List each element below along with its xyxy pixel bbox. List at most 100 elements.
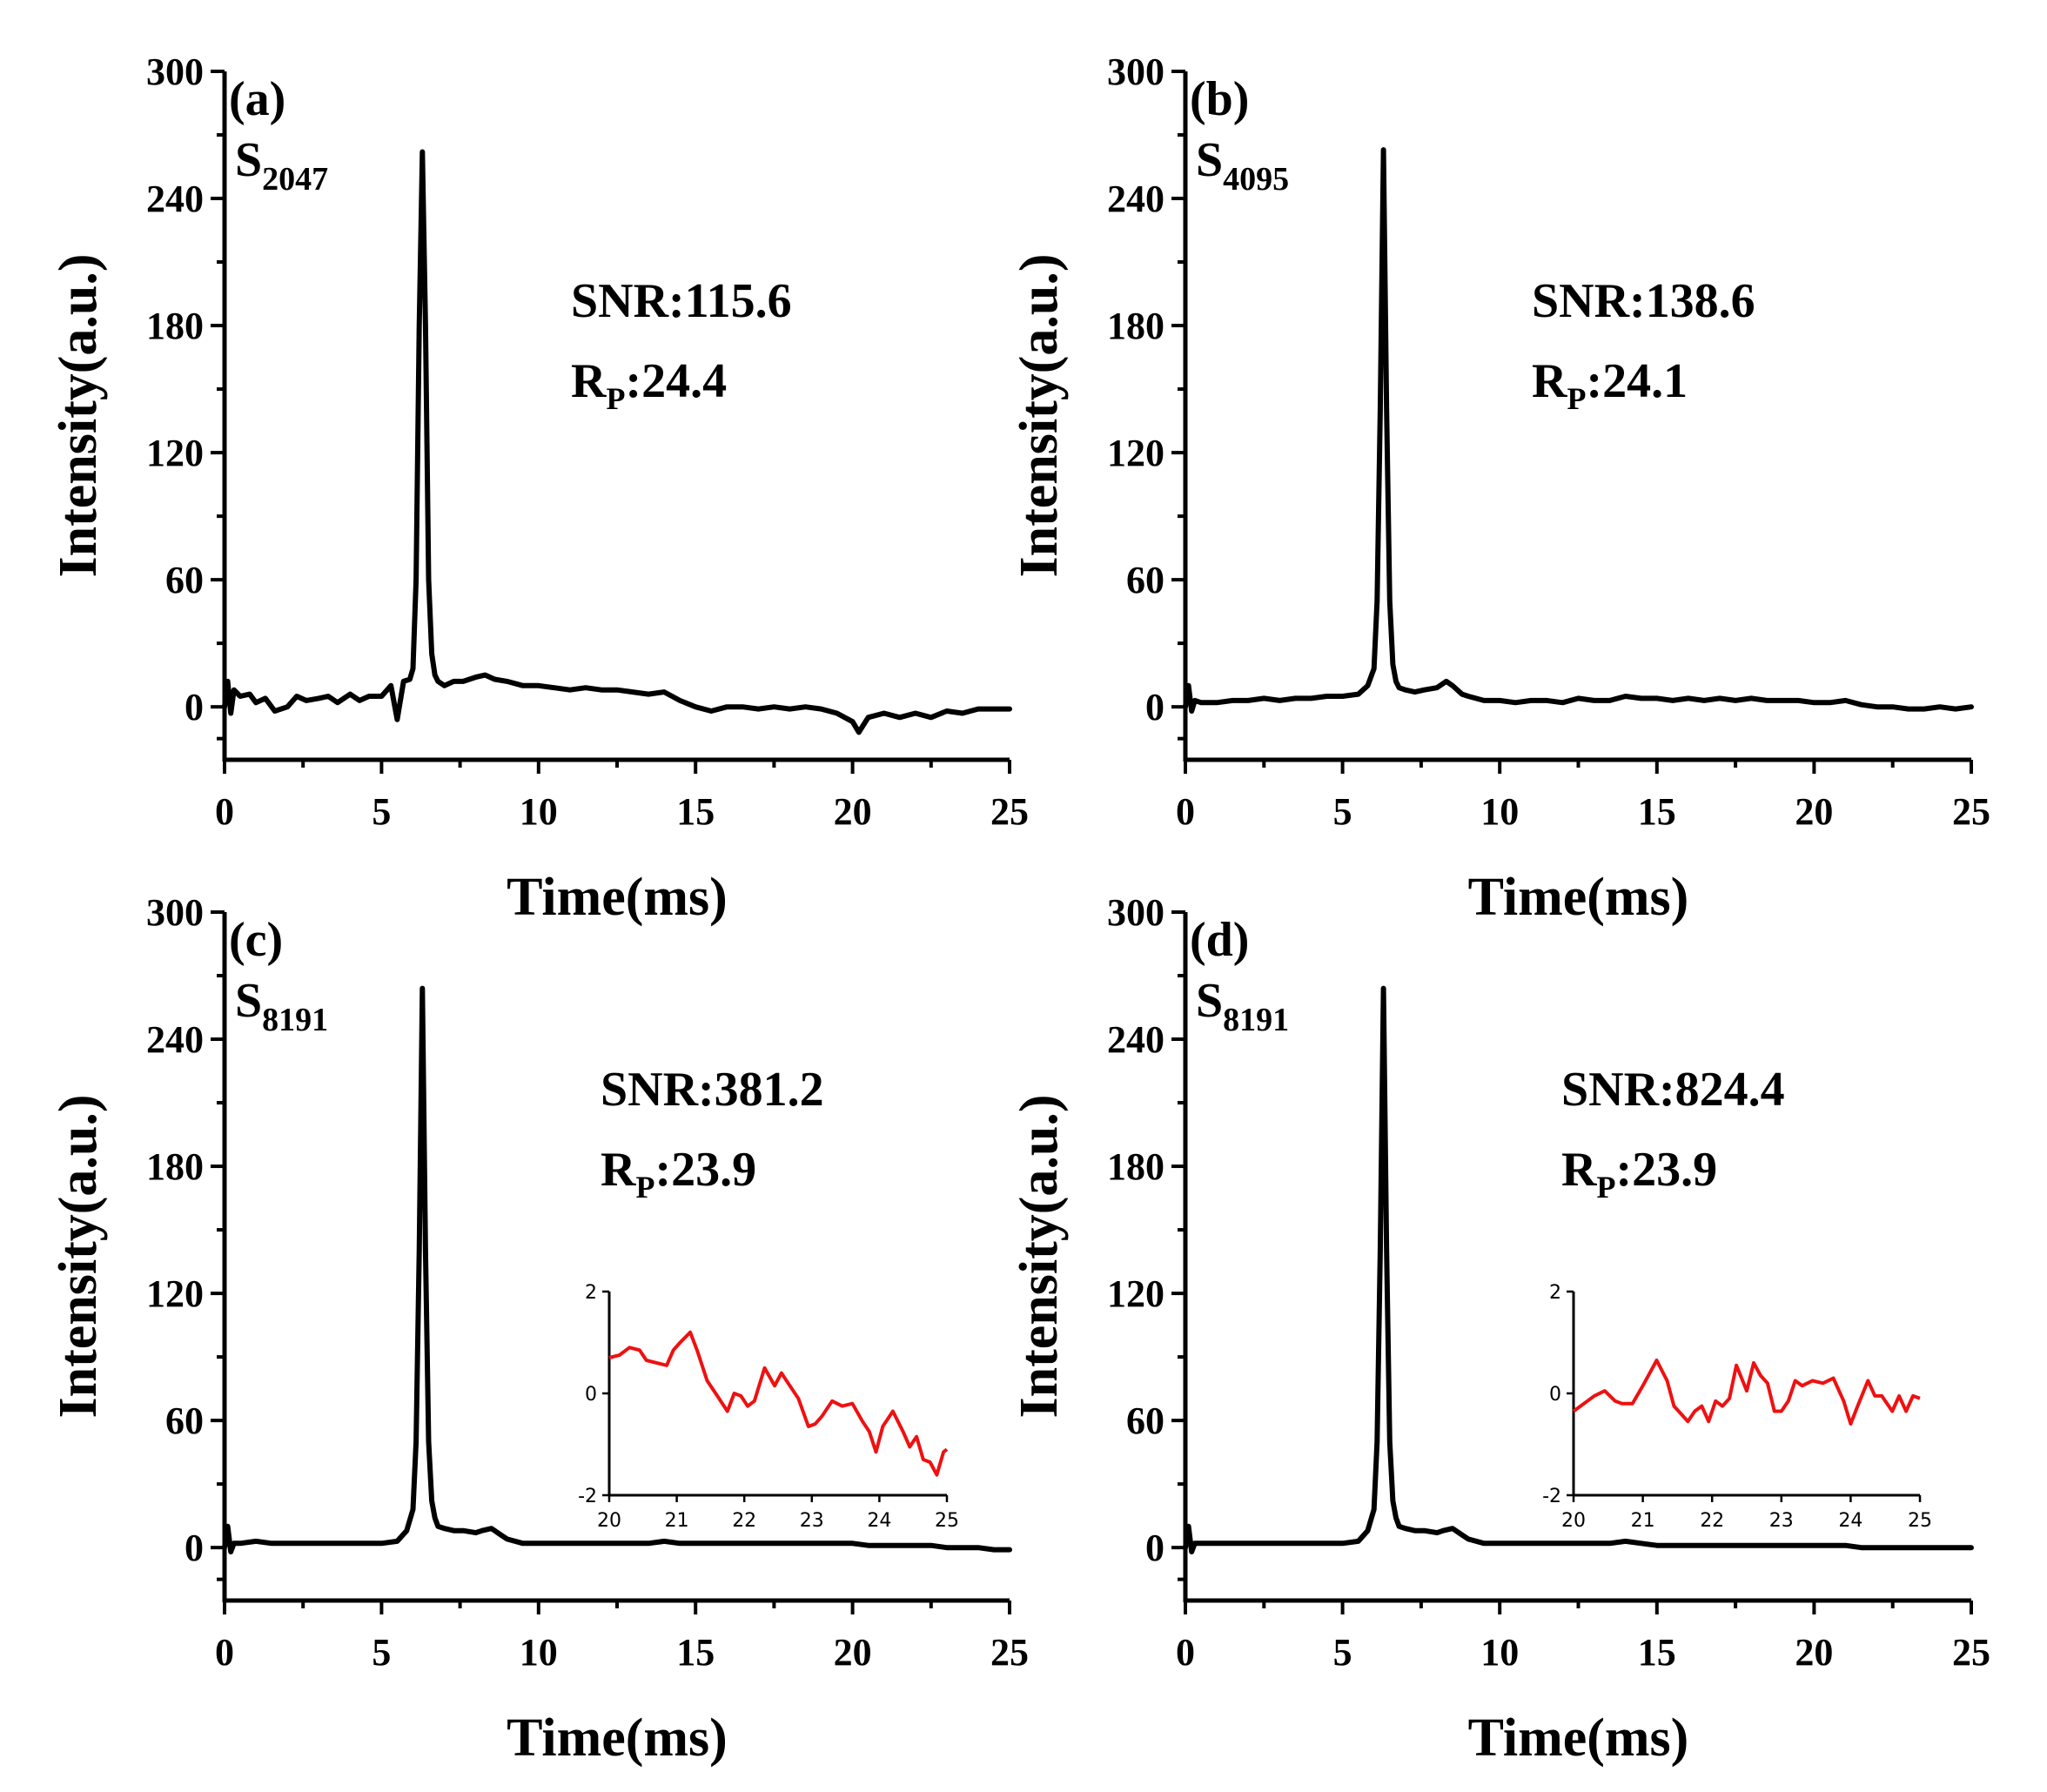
- intensity-series-line: [1183, 985, 1974, 1554]
- y-tick-label: 120: [1107, 1272, 1164, 1315]
- y-axis-label: Intensity(a.u.): [49, 1094, 108, 1418]
- x-tick-label: 15: [676, 790, 715, 833]
- sequence-label: S8191: [235, 974, 328, 1038]
- y-tick-label: 180: [1107, 305, 1164, 347]
- x-tick-label: 0: [215, 1631, 234, 1674]
- snr-annotation: SNR:138.6: [1532, 274, 1755, 328]
- x-axis-label: Time(ms): [507, 868, 728, 927]
- x-tick-label: 20: [1795, 790, 1833, 833]
- rp-subscript: P: [1567, 381, 1586, 416]
- y-tick-label: 60: [165, 559, 204, 601]
- inset-x-tick-label: 20: [1561, 1510, 1586, 1532]
- sequence-main: S: [1196, 133, 1223, 187]
- rp-annotation: RP:23.9: [601, 1143, 756, 1205]
- y-axis-label: Intensity(a.u.): [1010, 253, 1069, 577]
- y-tick-label: 240: [1107, 178, 1164, 220]
- inset-x-tick-label: 25: [1908, 1510, 1932, 1532]
- inset-y-tick-label: -2: [1542, 1486, 1561, 1507]
- x-tick-label: 20: [834, 790, 872, 833]
- y-tick-label: 180: [146, 1145, 204, 1188]
- x-axis-label: Time(ms): [507, 1708, 728, 1768]
- sequence-main: S: [235, 974, 262, 1028]
- x-tick-label: 5: [372, 1631, 391, 1674]
- rp-annotation: RP:24.4: [571, 354, 727, 416]
- x-axis-label: Time(ms): [1468, 1708, 1689, 1768]
- x-tick-label: 20: [1795, 1631, 1833, 1674]
- rp-main: R: [1532, 354, 1567, 408]
- snr-annotation: SNR:381.2: [601, 1063, 824, 1117]
- y-tick-label: 60: [1126, 1399, 1164, 1442]
- y-tick-label: 0: [1145, 1527, 1164, 1569]
- inset-chart: 20 21 22 23 24 25 -2 0 2: [578, 1282, 959, 1532]
- inset-x-tick-label: 24: [1838, 1510, 1862, 1532]
- y-axis-label: Intensity(a.u.): [1010, 1094, 1069, 1418]
- inset-x-tick-label: 21: [665, 1510, 689, 1532]
- intensity-series-line: [1183, 147, 1974, 714]
- inset-x-tick-label: 23: [1769, 1510, 1794, 1532]
- inset-y-tick-label: 2: [585, 1282, 597, 1304]
- y-tick-label: 0: [185, 1527, 204, 1569]
- chart-panel-d: 0 5 10 15 20 25060120180240300Time(ms)Intensi…: [1010, 891, 1990, 1768]
- x-axis-label: Time(ms): [1468, 868, 1689, 927]
- y-tick-label: 120: [146, 1272, 204, 1315]
- rp-value: :24.1: [1586, 354, 1688, 408]
- y-tick-label: 120: [146, 432, 204, 474]
- intensity-series-line: [222, 149, 1012, 735]
- sequence-subscript: 8191: [1223, 1002, 1289, 1038]
- inset-series-line: [1572, 1359, 1921, 1426]
- inset-x-tick-label: 24: [867, 1510, 891, 1532]
- panel-label: (b): [1190, 72, 1249, 126]
- y-tick-label: 60: [165, 1399, 204, 1442]
- rp-annotation: RP:24.1: [1532, 354, 1688, 416]
- inset-y-tick-label: 0: [1549, 1384, 1561, 1406]
- sequence-label: S2047: [235, 133, 328, 198]
- rp-main: R: [601, 1143, 636, 1197]
- sequence-subscript: 4095: [1223, 161, 1289, 198]
- panel-label: (a): [229, 72, 285, 126]
- rp-main: R: [571, 354, 607, 408]
- x-tick-label: 10: [520, 790, 558, 833]
- x-tick-label: 20: [834, 1631, 872, 1674]
- x-tick-label: 0: [1176, 1631, 1195, 1674]
- x-tick-label: 15: [1638, 790, 1676, 833]
- chart-panel-c: 0 5 10 15 20 25060120180240300Time(ms)Intensi…: [49, 891, 1029, 1768]
- y-tick-label: 300: [146, 891, 204, 934]
- x-tick-label: 10: [1480, 1631, 1519, 1674]
- y-axis-label: Intensity(a.u.): [49, 253, 108, 577]
- y-tick-label: 300: [146, 50, 204, 93]
- y-tick-label: 240: [146, 1018, 204, 1061]
- x-tick-label: 25: [1952, 1631, 1990, 1674]
- y-tick-label: 180: [146, 305, 204, 347]
- inset-x-tick-label: 23: [800, 1510, 824, 1532]
- y-tick-label: 300: [1107, 50, 1164, 93]
- inset-x-tick-label: 21: [1631, 1510, 1655, 1532]
- x-tick-label: 5: [1333, 1631, 1352, 1674]
- x-tick-label: 15: [676, 1631, 715, 1674]
- inset-y-tick-label: 0: [585, 1384, 597, 1406]
- y-tick-label: 0: [1145, 686, 1164, 728]
- y-tick-label: 60: [1126, 559, 1164, 601]
- rp-main: R: [1561, 1143, 1597, 1197]
- inset-x-tick-label: 22: [732, 1510, 756, 1532]
- sequence-subscript: 2047: [262, 161, 328, 198]
- rp-subscript: P: [1596, 1170, 1615, 1205]
- sequence-subscript: 8191: [262, 1002, 328, 1038]
- x-tick-label: 25: [990, 790, 1029, 833]
- snr-annotation: SNR:115.6: [571, 274, 792, 328]
- chart-panel-a: 0 5 10 15 20 25 0 60 120 180 240 300 Time(ms) Intensi…: [49, 50, 1029, 927]
- x-tick-label: 15: [1638, 1631, 1676, 1674]
- rp-subscript: P: [606, 381, 625, 416]
- inset-y-tick-label: 2: [1549, 1282, 1561, 1304]
- sequence-label: S8191: [1196, 974, 1289, 1038]
- sequence-main: S: [1196, 974, 1223, 1028]
- x-tick-label: 25: [1952, 790, 1990, 833]
- x-tick-label: 5: [372, 790, 391, 833]
- panel-label: (c): [229, 913, 283, 967]
- x-tick-label: 0: [1176, 790, 1195, 833]
- inset-chart: 20 21 22 23 24 25 -2 0 2: [1542, 1282, 1932, 1532]
- y-tick-label: 120: [1107, 432, 1164, 474]
- inset-series-line: [608, 1330, 949, 1477]
- inset-x-tick-label: 25: [935, 1510, 959, 1532]
- inset-y-tick-label: -2: [578, 1486, 597, 1507]
- sequence-label: S4095: [1196, 133, 1289, 198]
